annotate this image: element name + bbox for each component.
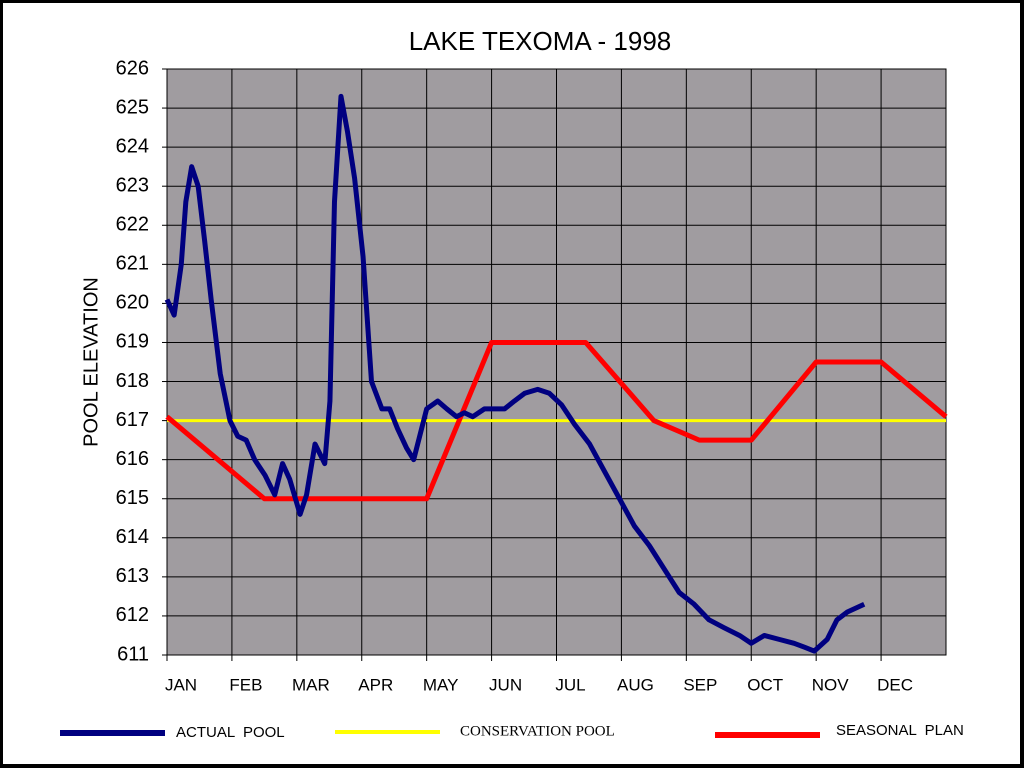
- y-tick-label: 611: [117, 643, 149, 665]
- y-tick-label: 623: [116, 174, 149, 196]
- x-tick-label: OCT: [747, 675, 783, 694]
- x-tick-label: AUG: [617, 675, 654, 694]
- y-tick-label: 620: [116, 292, 149, 314]
- x-tick-label: APR: [358, 675, 393, 694]
- y-tick-label: 613: [116, 565, 149, 587]
- x-tick-label: SEP: [683, 675, 717, 694]
- y-tick-label: 624: [116, 135, 149, 157]
- x-tick-label: JAN: [165, 675, 197, 694]
- y-tick-label: 619: [116, 331, 149, 353]
- y-tick-label: 615: [116, 487, 149, 509]
- plot-border: [166, 68, 947, 656]
- x-tick-label: MAR: [292, 675, 330, 694]
- legend-label: ACTUAL POOL: [176, 724, 285, 741]
- x-tick-label: NOV: [812, 675, 850, 694]
- x-tick-label: JUL: [555, 675, 585, 694]
- y-tick-label: 614: [116, 526, 149, 548]
- y-tick-label: 616: [116, 448, 149, 470]
- y-tick-label: 622: [116, 214, 149, 236]
- y-axis-label: POOL ELEVATION: [80, 277, 102, 447]
- y-tick-label: 626: [116, 57, 149, 79]
- x-tick-label: FEB: [229, 675, 262, 694]
- series-line: [164, 93, 866, 654]
- x-tick-label: JUN: [489, 675, 522, 694]
- y-tick-label: 618: [116, 370, 149, 392]
- legend: ACTUAL POOL CONSERVATION POOL SEASONAL PLA…: [60, 722, 964, 741]
- x-tick-label: DEC: [877, 675, 913, 694]
- series-line: [165, 339, 948, 502]
- series-lines: [164, 93, 948, 654]
- legend-label: SEASONAL PLAN: [836, 722, 964, 739]
- y-tick-label: 612: [116, 604, 149, 626]
- y-tick-label: 617: [116, 409, 149, 431]
- y-tick-label: 621: [116, 253, 149, 275]
- legend-label: CONSERVATION POOL: [460, 723, 615, 739]
- y-tick-label: 625: [116, 96, 149, 118]
- x-tick-label: MAY: [423, 675, 459, 694]
- chart-title: LAKE TEXOMA - 1998: [409, 26, 672, 56]
